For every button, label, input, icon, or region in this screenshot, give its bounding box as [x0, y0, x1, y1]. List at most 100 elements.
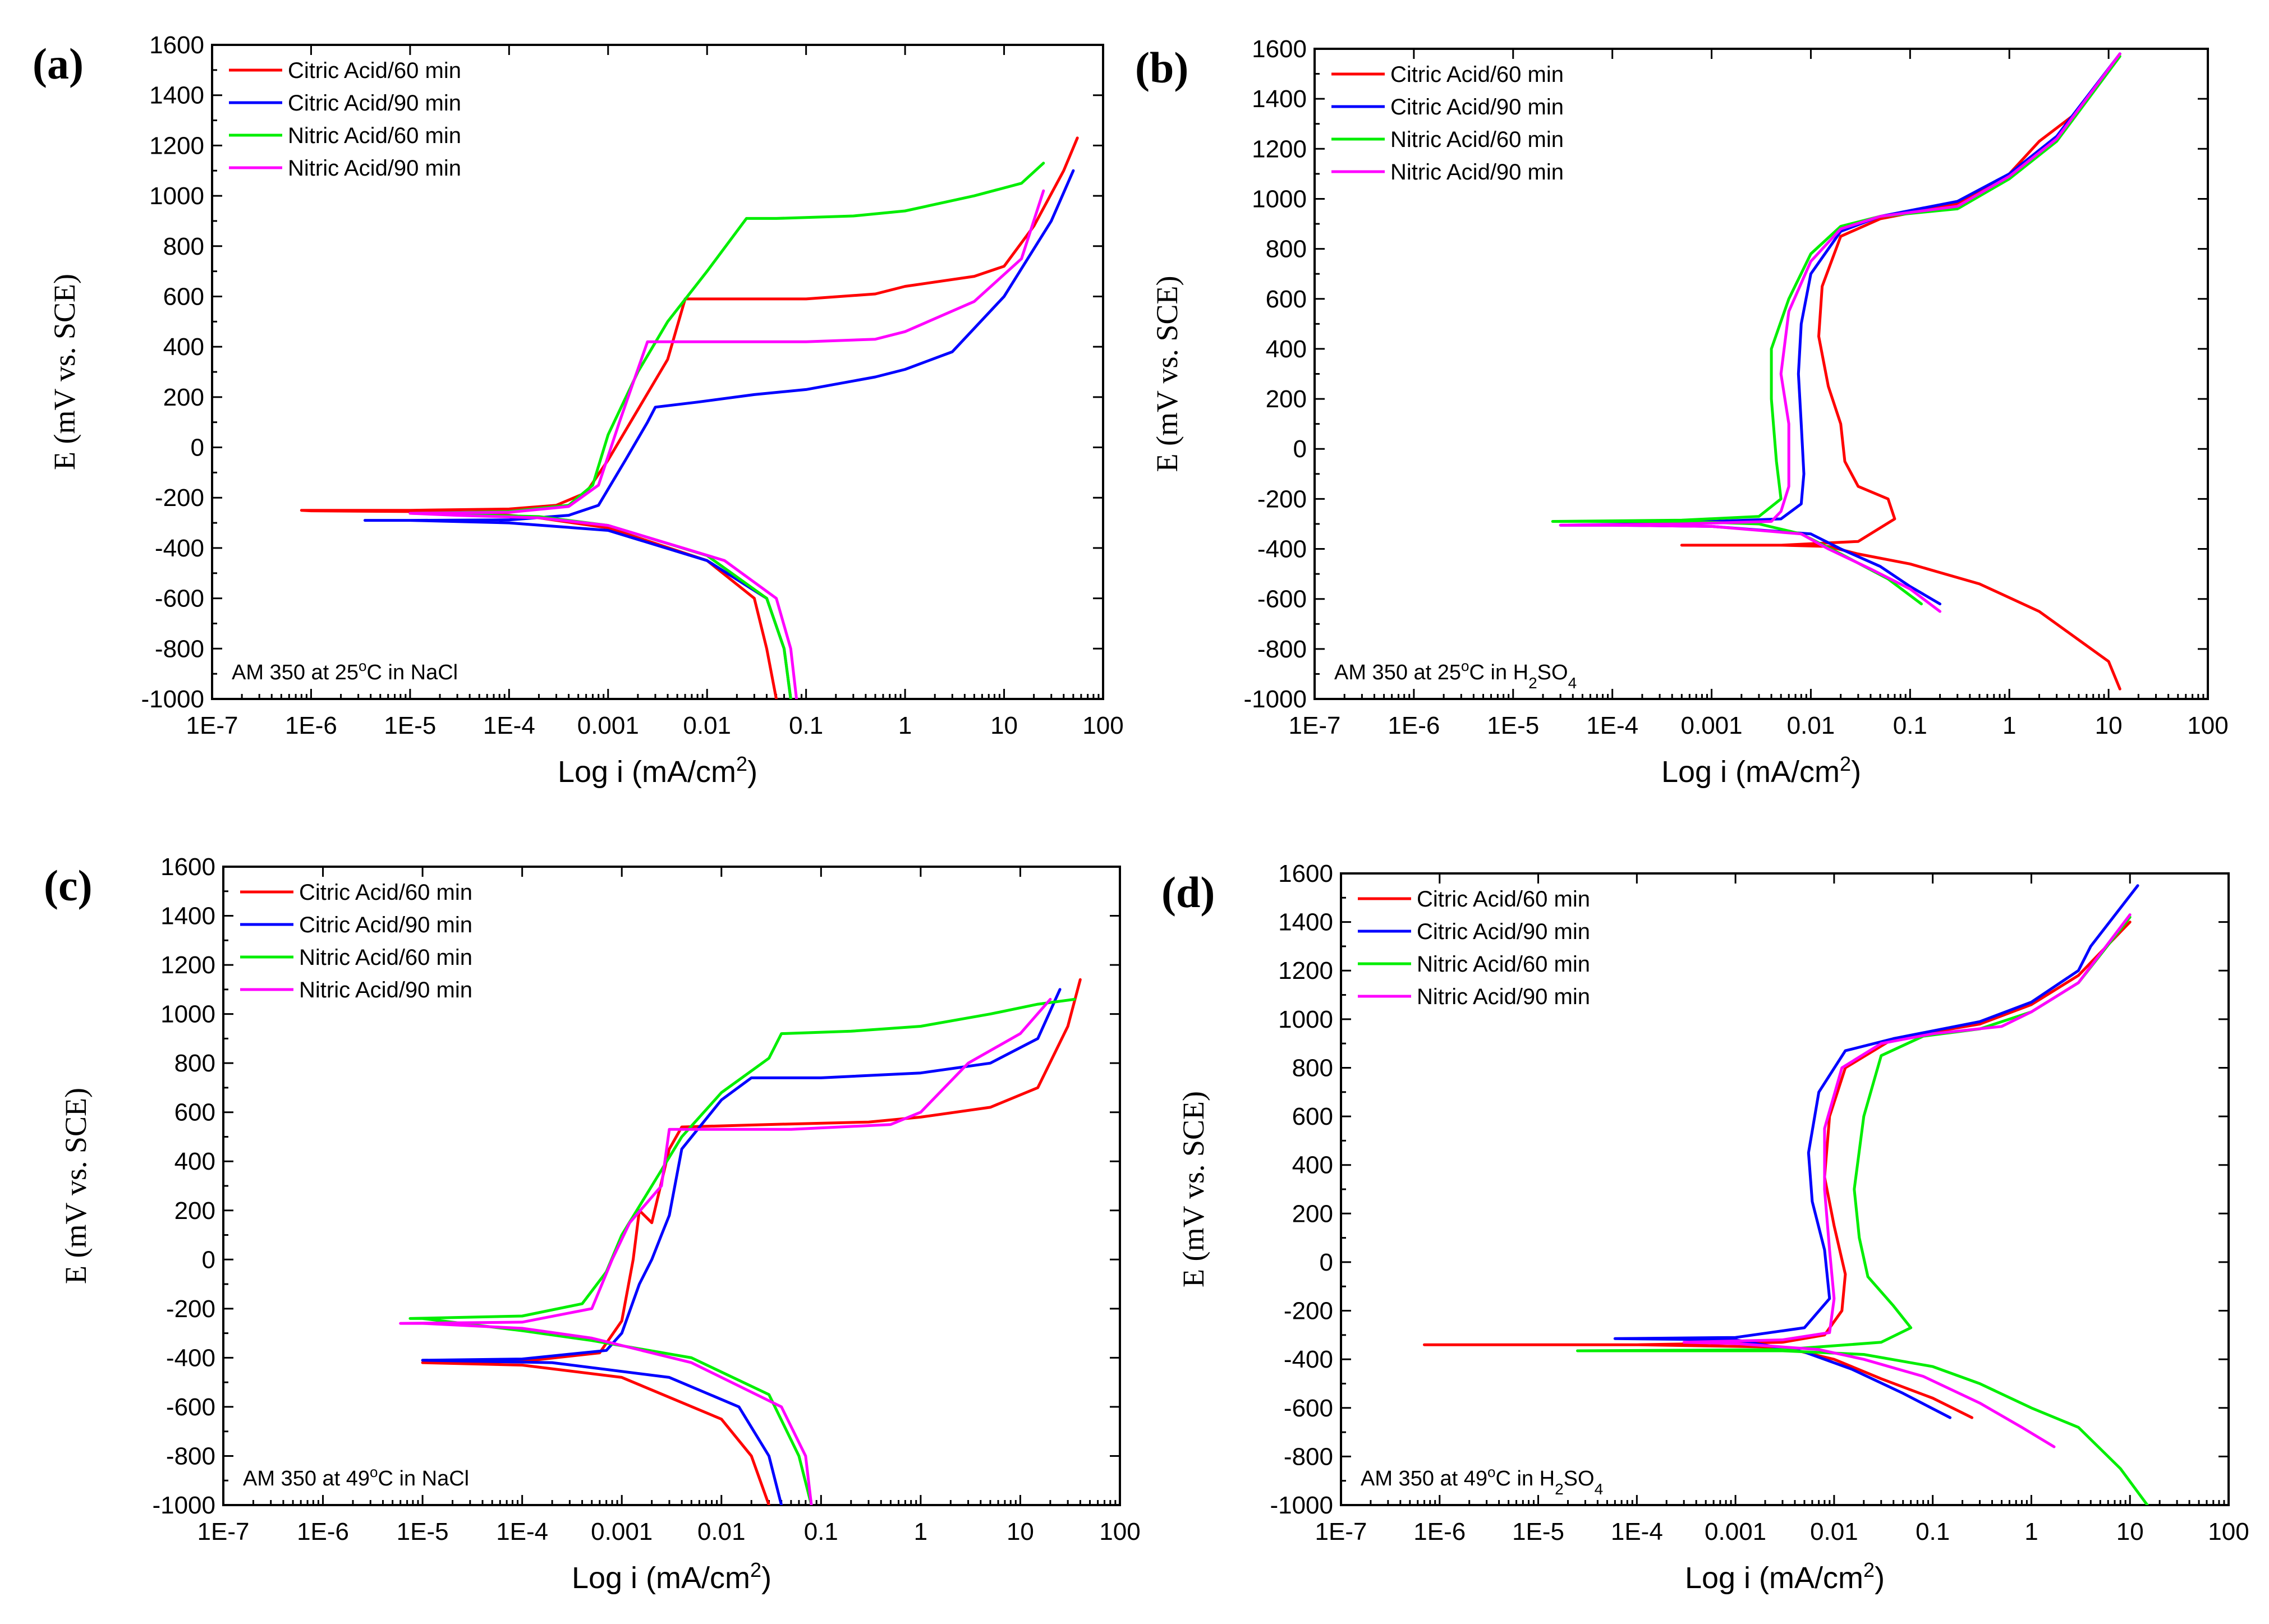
x-tick-label: 0.1	[1893, 712, 1927, 739]
y-tick-label: 200	[1292, 1200, 1333, 1227]
y-axis-label: E (mV vs. SCE)	[48, 274, 81, 470]
y-tick-label: -200	[1284, 1298, 1333, 1325]
series-line-2	[421, 988, 1062, 1505]
x-tick-label: 1E-7	[1289, 712, 1341, 739]
panel-letter: (c)	[44, 861, 93, 910]
x-axis-label: Log i (mA/cm2)	[558, 752, 757, 789]
y-tick-label: 1200	[160, 951, 215, 979]
y-tick-label: 600	[1292, 1103, 1333, 1130]
x-tick-label: 1E-6	[285, 712, 337, 739]
x-axis-label: Log i (mA/cm2)	[1661, 752, 1861, 789]
y-tick-label: -200	[1257, 485, 1307, 513]
x-tick-label: 0.01	[1787, 712, 1835, 739]
x-tick-label: 1E-5	[397, 1518, 449, 1545]
x-tick-label: 100	[1099, 1518, 1140, 1545]
x-tick-label: 1E-4	[1586, 712, 1638, 739]
series-line-2	[363, 169, 1075, 699]
y-axis-label: E (mV vs. SCE)	[59, 1088, 93, 1284]
x-tick-label: 100	[2187, 712, 2228, 739]
series-line-3	[1576, 915, 2149, 1505]
y-tick-label: 1600	[1278, 860, 1333, 887]
x-tick-label: 0.01	[697, 1518, 746, 1545]
y-tick-label: 400	[163, 333, 204, 361]
y-tick-label: -600	[166, 1393, 215, 1421]
y-tick-label: 1600	[1252, 35, 1307, 63]
series-line-1	[300, 136, 1079, 699]
y-tick-label: 1200	[1278, 957, 1333, 984]
legend-entry: Citric Acid/60 min	[288, 58, 461, 83]
y-tick-label: 1600	[160, 853, 215, 881]
y-tick-label: 0	[1293, 435, 1307, 463]
y-tick-label: 1400	[160, 903, 215, 930]
series-line-4	[1682, 913, 2132, 1448]
y-tick-label: 1200	[149, 132, 204, 159]
series-line-2	[1559, 52, 2121, 606]
legend-entry: Nitric Acid/90 min	[288, 156, 461, 181]
y-tick-label: 600	[163, 283, 204, 310]
x-tick-label: 0.01	[683, 712, 731, 739]
x-tick-label: 1E-7	[1315, 1518, 1367, 1545]
y-tick-label: -1000	[152, 1492, 215, 1519]
x-tick-label: 1E-7	[197, 1518, 250, 1545]
legend-entry: Citric Acid/90 min	[1390, 95, 1564, 119]
y-tick-label: 1200	[1252, 135, 1307, 163]
x-tick-label: 0.1	[789, 712, 823, 739]
legend-entry: Nitric Acid/90 min	[1417, 984, 1590, 1009]
x-tick-label: 1E-6	[297, 1518, 349, 1545]
y-tick-label: -400	[1257, 536, 1307, 563]
y-tick-label: -400	[166, 1344, 215, 1372]
panel-b: 1E-7 1E-6 1E-5 1E-4 0.001 0.01 0.1 1 10 100 -1000 -…	[1135, 35, 2229, 789]
x-tick-label: 10	[990, 712, 1018, 739]
y-axis-label: E (mV vs. SCE)	[1177, 1091, 1210, 1287]
x-tick-label: 0.1	[804, 1518, 838, 1545]
x-tick-label: 1	[2024, 1518, 2038, 1545]
y-tick-label: 200	[174, 1197, 215, 1225]
x-tick-label: 1E-4	[1611, 1518, 1663, 1545]
series-line-4	[1559, 52, 2121, 613]
y-tick-label: -800	[166, 1442, 215, 1470]
x-axis-label: Log i (mA/cm2)	[572, 1558, 771, 1595]
y-tick-label: -1000	[141, 686, 204, 713]
x-tick-label: 1	[914, 1518, 927, 1545]
y-tick-label: 0	[1320, 1249, 1333, 1276]
x-tick-label: 0.1	[1916, 1518, 1950, 1545]
series-line-1	[1680, 52, 2121, 691]
x-tick-label: 100	[1082, 712, 1123, 739]
series-line-1	[421, 978, 1082, 1505]
y-tick-label: -200	[155, 484, 204, 512]
y-tick-label: -600	[1257, 586, 1307, 613]
x-tick-label: 1E-5	[1512, 1518, 1564, 1545]
series-line-4	[408, 189, 1045, 699]
x-tick-label: 10	[2095, 712, 2123, 739]
x-tick-label: 1E-7	[186, 712, 238, 739]
x-tick-label: 1	[898, 712, 912, 739]
y-tick-label: 800	[1266, 236, 1307, 263]
y-tick-label: -400	[155, 535, 204, 562]
y-tick-label: 1400	[1278, 909, 1333, 936]
legend-entry: Nitric Acid/60 min	[1417, 952, 1590, 977]
y-tick-label: 800	[1292, 1054, 1333, 1082]
annotation: AM 350 at 25oC in NaCl	[232, 657, 458, 684]
x-tick-label: 0.001	[1681, 712, 1743, 739]
y-axis-label: E (mV vs. SCE)	[1150, 275, 1184, 472]
y-tick-label: 200	[163, 384, 204, 411]
panel-a: 1E-7 1E-6 1E-5 1E-4 0.001 0.01 0.1 1 10 100 -1000 -…	[33, 31, 1124, 789]
x-tick-label: 10	[2116, 1518, 2144, 1545]
x-tick-label: 0.01	[1810, 1518, 1858, 1545]
y-tick-label: 0	[191, 434, 204, 462]
y-tick-label: 1000	[1278, 1006, 1333, 1033]
series-line-3	[1551, 54, 2121, 606]
x-tick-label: 1E-6	[1388, 712, 1440, 739]
legend-entry: Citric Acid/90 min	[299, 913, 472, 937]
y-tick-label: 600	[1266, 286, 1307, 313]
legend-entry: Nitric Acid/60 min	[299, 945, 472, 970]
annotation: AM 350 at 49oC in H2SO4	[1361, 1464, 1603, 1498]
panel-c: 1E-7 1E-6 1E-5 1E-4 0.001 0.01 0.1 1 10 100 -1000 -…	[44, 853, 1141, 1595]
y-tick-label: -800	[155, 635, 204, 663]
series-line-3	[408, 162, 1045, 699]
y-tick-label: 1000	[149, 182, 204, 210]
series-line-4	[399, 997, 1052, 1505]
y-tick-label: -400	[1284, 1346, 1333, 1373]
y-tick-label: -800	[1257, 636, 1307, 663]
